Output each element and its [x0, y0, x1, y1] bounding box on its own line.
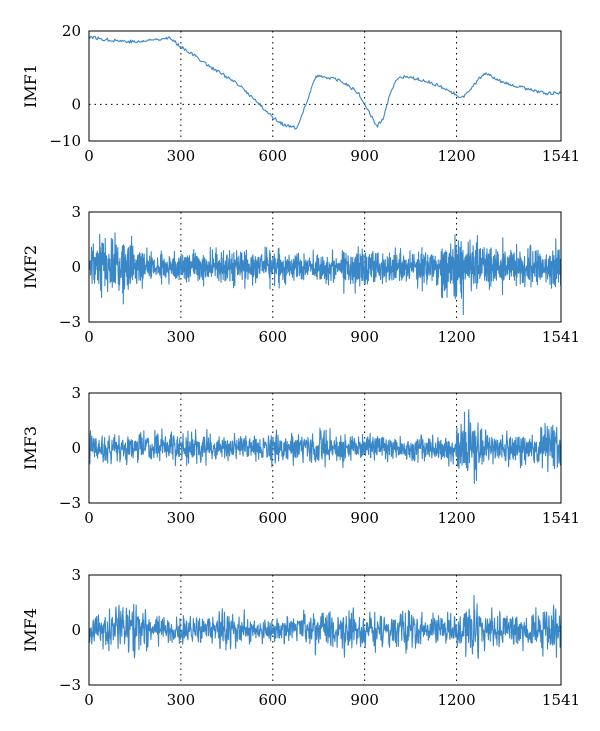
x-tick-label: 1541	[542, 691, 580, 709]
x-tick-label: 1541	[542, 147, 580, 165]
x-tick-label: 0	[84, 509, 94, 527]
x-tick-label: 900	[350, 147, 379, 165]
x-tick-label: 600	[258, 691, 287, 709]
x-tick-label: 1200	[437, 691, 475, 709]
x-tick-label: 600	[258, 328, 287, 346]
y-tick-label: 0	[71, 439, 81, 457]
x-tick-label: 600	[258, 147, 287, 165]
y-tick-label: −3	[59, 494, 81, 512]
x-tick-label: 900	[350, 328, 379, 346]
y-tick-label: 0	[71, 95, 81, 113]
y-tick-label: 20	[62, 22, 81, 40]
x-tick-label: 300	[167, 509, 196, 527]
series-line	[88, 232, 562, 316]
x-tick-label: 600	[258, 509, 287, 527]
x-tick-label: 0	[84, 328, 94, 346]
x-tick-label: 300	[167, 691, 196, 709]
y-tick-label: −3	[59, 313, 81, 331]
x-tick-label: 1200	[437, 509, 475, 527]
x-tick-label: 900	[350, 509, 379, 527]
x-tick-label: 300	[167, 328, 196, 346]
series-line	[88, 594, 562, 659]
y-tick-label: −3	[59, 676, 81, 694]
x-tick-label: 0	[84, 147, 94, 165]
plot-frame	[88, 30, 562, 142]
y-axis-label: IMF2	[21, 245, 40, 289]
x-tick-label: 1200	[437, 147, 475, 165]
x-tick-label: 1541	[542, 328, 580, 346]
series-line	[88, 409, 562, 484]
x-tick-label: 0	[84, 691, 94, 709]
plot-frame	[88, 574, 562, 686]
y-tick-label: 0	[71, 621, 81, 639]
x-tick-label: 900	[350, 691, 379, 709]
y-tick-label: 0	[71, 258, 81, 276]
plot-frame	[88, 211, 562, 323]
series-line	[88, 35, 561, 130]
y-tick-label: 3	[71, 384, 81, 402]
x-tick-label: 1541	[542, 509, 580, 527]
y-tick-label: 3	[71, 203, 81, 221]
y-axis-label: IMF1	[21, 64, 40, 108]
y-axis-label: IMF4	[21, 608, 40, 652]
x-tick-label: 300	[167, 147, 196, 165]
y-axis-label: IMF3	[21, 426, 40, 470]
x-tick-label: 1200	[437, 328, 475, 346]
plot-frame	[88, 392, 562, 504]
y-tick-label: 3	[71, 566, 81, 584]
y-tick-label: −10	[49, 132, 81, 150]
